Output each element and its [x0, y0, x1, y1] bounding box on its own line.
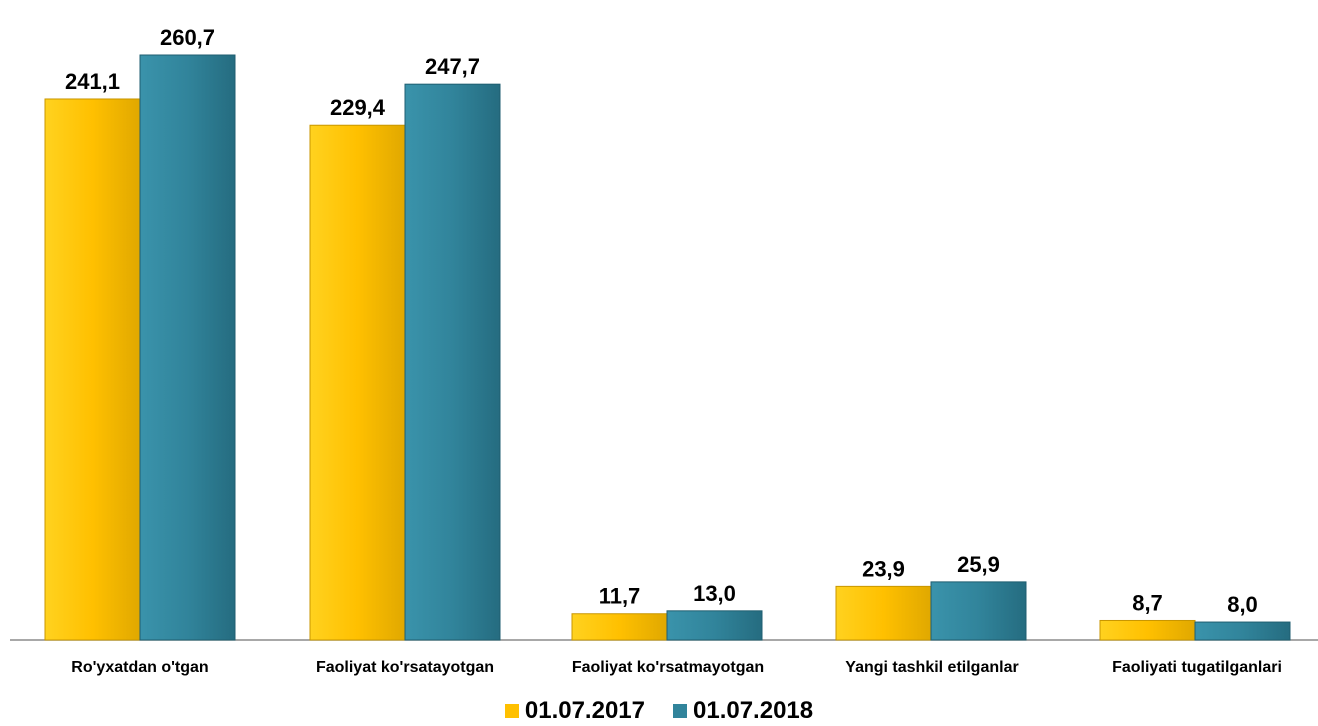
bar-2018-cat-2	[666, 610, 763, 641]
category-labels-group: Ro'yxatdan o'tgan Faoliyat ko'rsatayotgan…	[71, 659, 1282, 676]
value-label-2018-cat-3: 25,9	[957, 552, 1000, 577]
bar-chart: 241,1 260,7 229,4 247,7 11,7 13,0 23,9 25,9 8,7 8…	[10, 25, 1318, 676]
category-label-2: Faoliyat ko'rsatmayotgan	[572, 659, 764, 676]
bar-2018-cat-0	[139, 54, 236, 641]
value-label-2017-cat-1: 229,4	[330, 95, 386, 120]
bar-2017-cat-4	[1099, 619, 1196, 641]
legend-swatch-2018	[673, 704, 687, 718]
value-label-2018-cat-1: 247,7	[425, 54, 480, 79]
category-label-1: Faoliyat ko'rsatayotgan	[316, 659, 494, 676]
bar-2017-cat-3	[835, 585, 932, 641]
legend-swatch-2017	[504, 704, 519, 718]
category-label-3: Yangi tashkil etilganlar	[845, 659, 1018, 676]
bar-2018-cat-1	[404, 83, 501, 641]
bar-2018-cat-4	[1194, 621, 1291, 641]
legend-label-2017: 01.07.2017	[524, 697, 645, 724]
legend: 01.07.2017 01.07.2018	[0, 697, 1318, 725]
legend-item-2017: 01.07.2017	[504, 697, 645, 725]
category-label-0: Ro'yxatdan o'tgan	[71, 659, 208, 676]
value-label-2017-cat-2: 11,7	[599, 584, 641, 609]
legend-label-2018: 01.07.2018	[693, 697, 814, 724]
bar-2018-cat-3	[930, 581, 1027, 641]
category-label-4: Faoliyati tugatilganlari	[1112, 659, 1282, 676]
legend-item-2018: 01.07.2018	[673, 697, 813, 725]
bars-group	[44, 54, 1291, 641]
value-label-2017-cat-3: 23,9	[862, 556, 905, 581]
value-label-2018-cat-4: 8,0	[1227, 592, 1258, 617]
value-label-2017-cat-0: 241,1	[65, 69, 120, 94]
value-labels-group: 241,1 260,7 229,4 247,7 11,7 13,0 23,9 25,9 8,7 8…	[65, 25, 1258, 617]
value-label-2018-cat-0: 260,7	[160, 25, 215, 50]
value-label-2017-cat-4: 8,7	[1132, 590, 1163, 615]
bar-2017-cat-0	[44, 98, 141, 641]
bar-2017-cat-2	[571, 613, 668, 641]
bar-2017-cat-1	[309, 124, 406, 641]
value-label-2018-cat-2: 13,0	[693, 581, 736, 606]
